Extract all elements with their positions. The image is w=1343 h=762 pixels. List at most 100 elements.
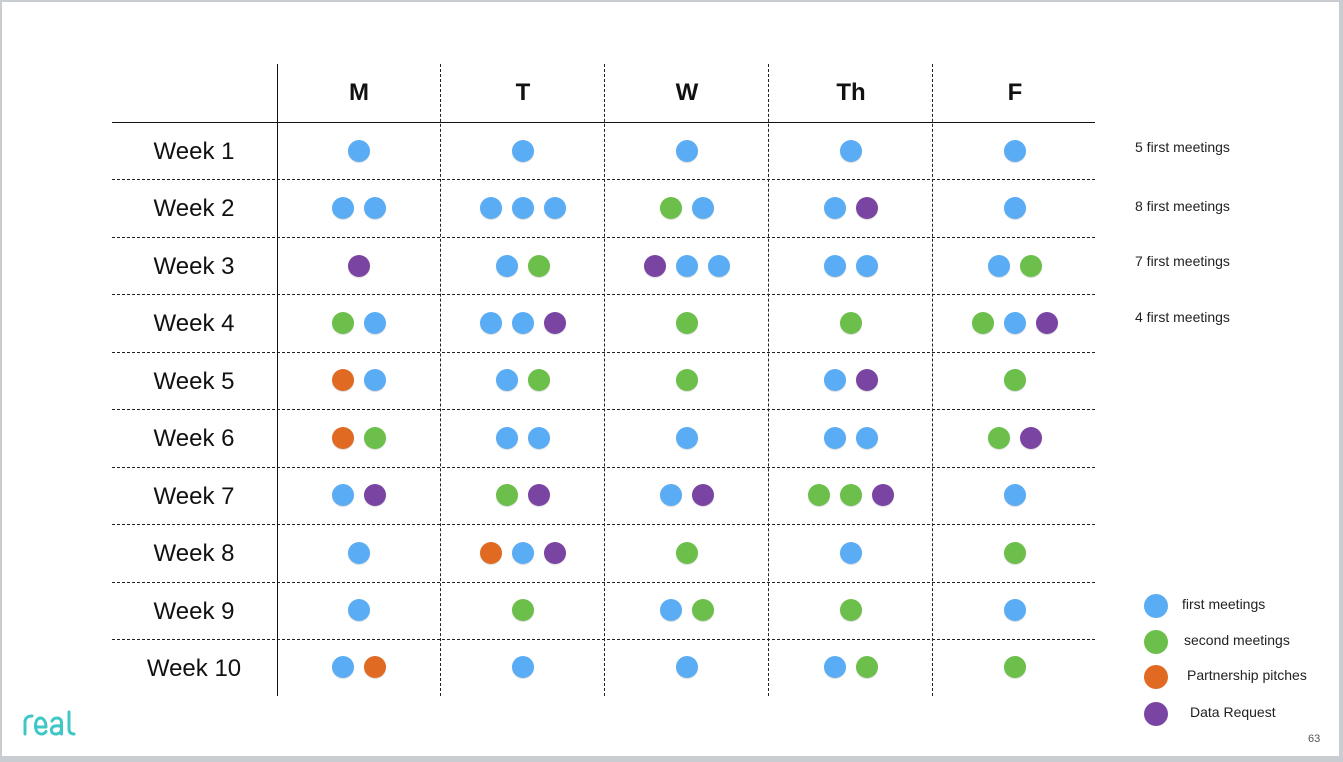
column-divider [932,64,933,696]
second-meeting-dot [988,426,1010,449]
week-summary: 4 first meetings [1135,309,1230,325]
data-request-dot [692,484,714,507]
week-label: Week 4 [153,309,235,337]
data-request-dot [544,541,566,564]
first-meeting-dot [332,656,354,679]
first-meeting-dot [332,484,354,507]
first-meeting-dot [692,197,714,220]
first-meeting-dot [1004,311,1026,334]
first-meeting-dot [824,656,846,679]
first-meeting-dot [544,197,566,220]
first-meeting-dot [496,426,518,449]
first-meeting-dot [480,197,502,220]
legend-label: Data Request [1190,704,1276,720]
first-meeting-dot [480,311,502,334]
second-meeting-dot [840,311,862,334]
partnership-pitch-dot [480,541,502,564]
first-meeting-dot [512,311,534,334]
column-divider [440,64,441,696]
legend-label: second meetings [1184,632,1290,648]
column-divider [604,64,605,696]
data-request-dot [856,369,878,392]
week-label: Week 9 [153,597,235,625]
first-meeting-dot [496,369,518,392]
second-meeting-dot [496,484,518,507]
week-label: Week 6 [153,424,235,452]
first-meeting-dot [364,197,386,220]
data-request-dot [872,484,894,507]
day-header-th: Th [836,79,866,106]
data-request-dot [1036,311,1058,334]
row-divider [112,467,1095,468]
second-meeting-dot [1004,369,1026,392]
first-meeting-dot [676,254,698,277]
first-meeting-dot [856,426,878,449]
row-divider [112,639,1095,640]
second-meeting-dot [808,484,830,507]
schedule-grid: M T W Th F Week 1 Week 2 Week 3 Week 4 W… [112,64,1095,696]
first-meeting-dot [348,598,370,621]
green-dot-icon [1144,630,1168,654]
first-meeting-dot [856,254,878,277]
first-meeting-dot [708,254,730,277]
first-meeting-dot [660,484,682,507]
day-header-m: M [349,79,369,106]
header-divider [112,122,1095,123]
first-meeting-dot [512,139,534,162]
week-label: Week 7 [153,482,235,510]
first-meeting-dot [824,254,846,277]
week-label: Week 8 [153,539,235,567]
blue-dot-icon [1144,594,1168,618]
first-meeting-dot [364,311,386,334]
page-number: 63 [1308,733,1321,745]
row-divider [112,582,1095,583]
first-meeting-dot [660,598,682,621]
second-meeting-dot [840,484,862,507]
second-meeting-dot [1020,254,1042,277]
week-label: Week 1 [153,137,235,165]
week-summary: 5 first meetings [1135,139,1230,155]
first-meeting-dot [512,656,534,679]
second-meeting-dot [676,541,698,564]
first-meeting-dot [824,369,846,392]
data-request-dot [544,311,566,334]
real-logo-icon [23,710,76,736]
week-summary: 8 first meetings [1135,198,1230,214]
first-meeting-dot [824,426,846,449]
first-meeting-dot [364,369,386,392]
second-meeting-dot [1004,541,1026,564]
data-request-dot [1020,426,1042,449]
day-header-f: F [1007,79,1023,106]
second-meeting-dot [972,311,994,334]
second-meeting-dot [676,369,698,392]
first-meeting-dot [1004,197,1026,220]
day-header-w: W [675,79,699,106]
row-divider [112,409,1095,410]
second-meeting-dot [528,369,550,392]
first-meeting-dot [348,139,370,162]
week-label: Week 5 [153,367,235,395]
first-meeting-dot [512,197,534,220]
first-meeting-dot [824,197,846,220]
day-header-t: T [515,79,531,106]
week-label: Week 10 [146,654,242,682]
first-meeting-dot [1004,139,1026,162]
column-divider [768,64,769,696]
second-meeting-dot [364,426,386,449]
first-meeting-dot [840,139,862,162]
second-meeting-dot [660,197,682,220]
partnership-pitch-dot [364,656,386,679]
first-meeting-dot [528,426,550,449]
second-meeting-dot [1004,656,1026,679]
orange-dot-icon [1144,665,1168,689]
second-meeting-dot [332,311,354,334]
data-request-dot [644,254,666,277]
row-divider [112,294,1095,295]
first-meeting-dot [676,656,698,679]
data-request-dot [364,484,386,507]
week-summary: 7 first meetings [1135,253,1230,269]
legend-label: Partnership pitches [1187,667,1307,683]
first-meeting-dot [348,541,370,564]
second-meeting-dot [840,598,862,621]
data-request-dot [348,254,370,277]
